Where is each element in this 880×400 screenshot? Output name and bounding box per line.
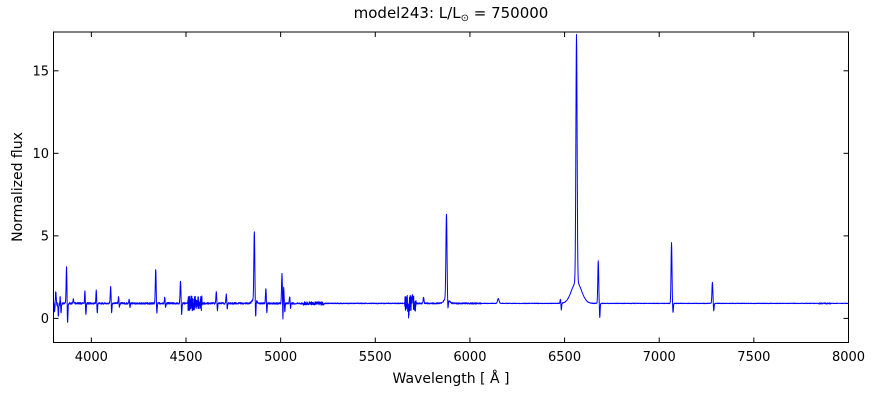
y-axis-label: Normalized flux (10, 132, 26, 242)
x-tick-label: 6000 (453, 350, 486, 365)
x-tick-label: 4500 (169, 350, 202, 365)
x-axis-label: Wavelength [ Å ] (393, 370, 510, 387)
solar-symbol-icon: ⊙ (460, 13, 469, 24)
spectrum-line (53, 34, 849, 323)
x-tick-label: 7000 (643, 350, 676, 365)
x-tick-label: 8000 (832, 350, 865, 365)
y-tick-label: 0 (41, 312, 49, 327)
x-tick-label: 6500 (548, 350, 581, 365)
y-tick-label: 10 (32, 147, 49, 162)
y-tick-label: 15 (32, 64, 49, 79)
x-tick-label: 5000 (264, 350, 297, 365)
axes-frame (53, 31, 849, 343)
plot-title: model243: L/L⊙ = 750000 (53, 4, 849, 24)
axis-ticks: 4000 4500 5000 5500 6000 6500 7000 7500 8000 0 5 10… (32, 32, 865, 365)
x-tick-label: 4000 (75, 350, 108, 365)
x-tick-label: 5500 (359, 350, 392, 365)
title-prefix: model243: L/L (353, 4, 461, 22)
x-tick-label: 7500 (737, 350, 770, 365)
title-suffix: = 750000 (468, 4, 549, 22)
y-tick-label: 5 (41, 229, 49, 244)
